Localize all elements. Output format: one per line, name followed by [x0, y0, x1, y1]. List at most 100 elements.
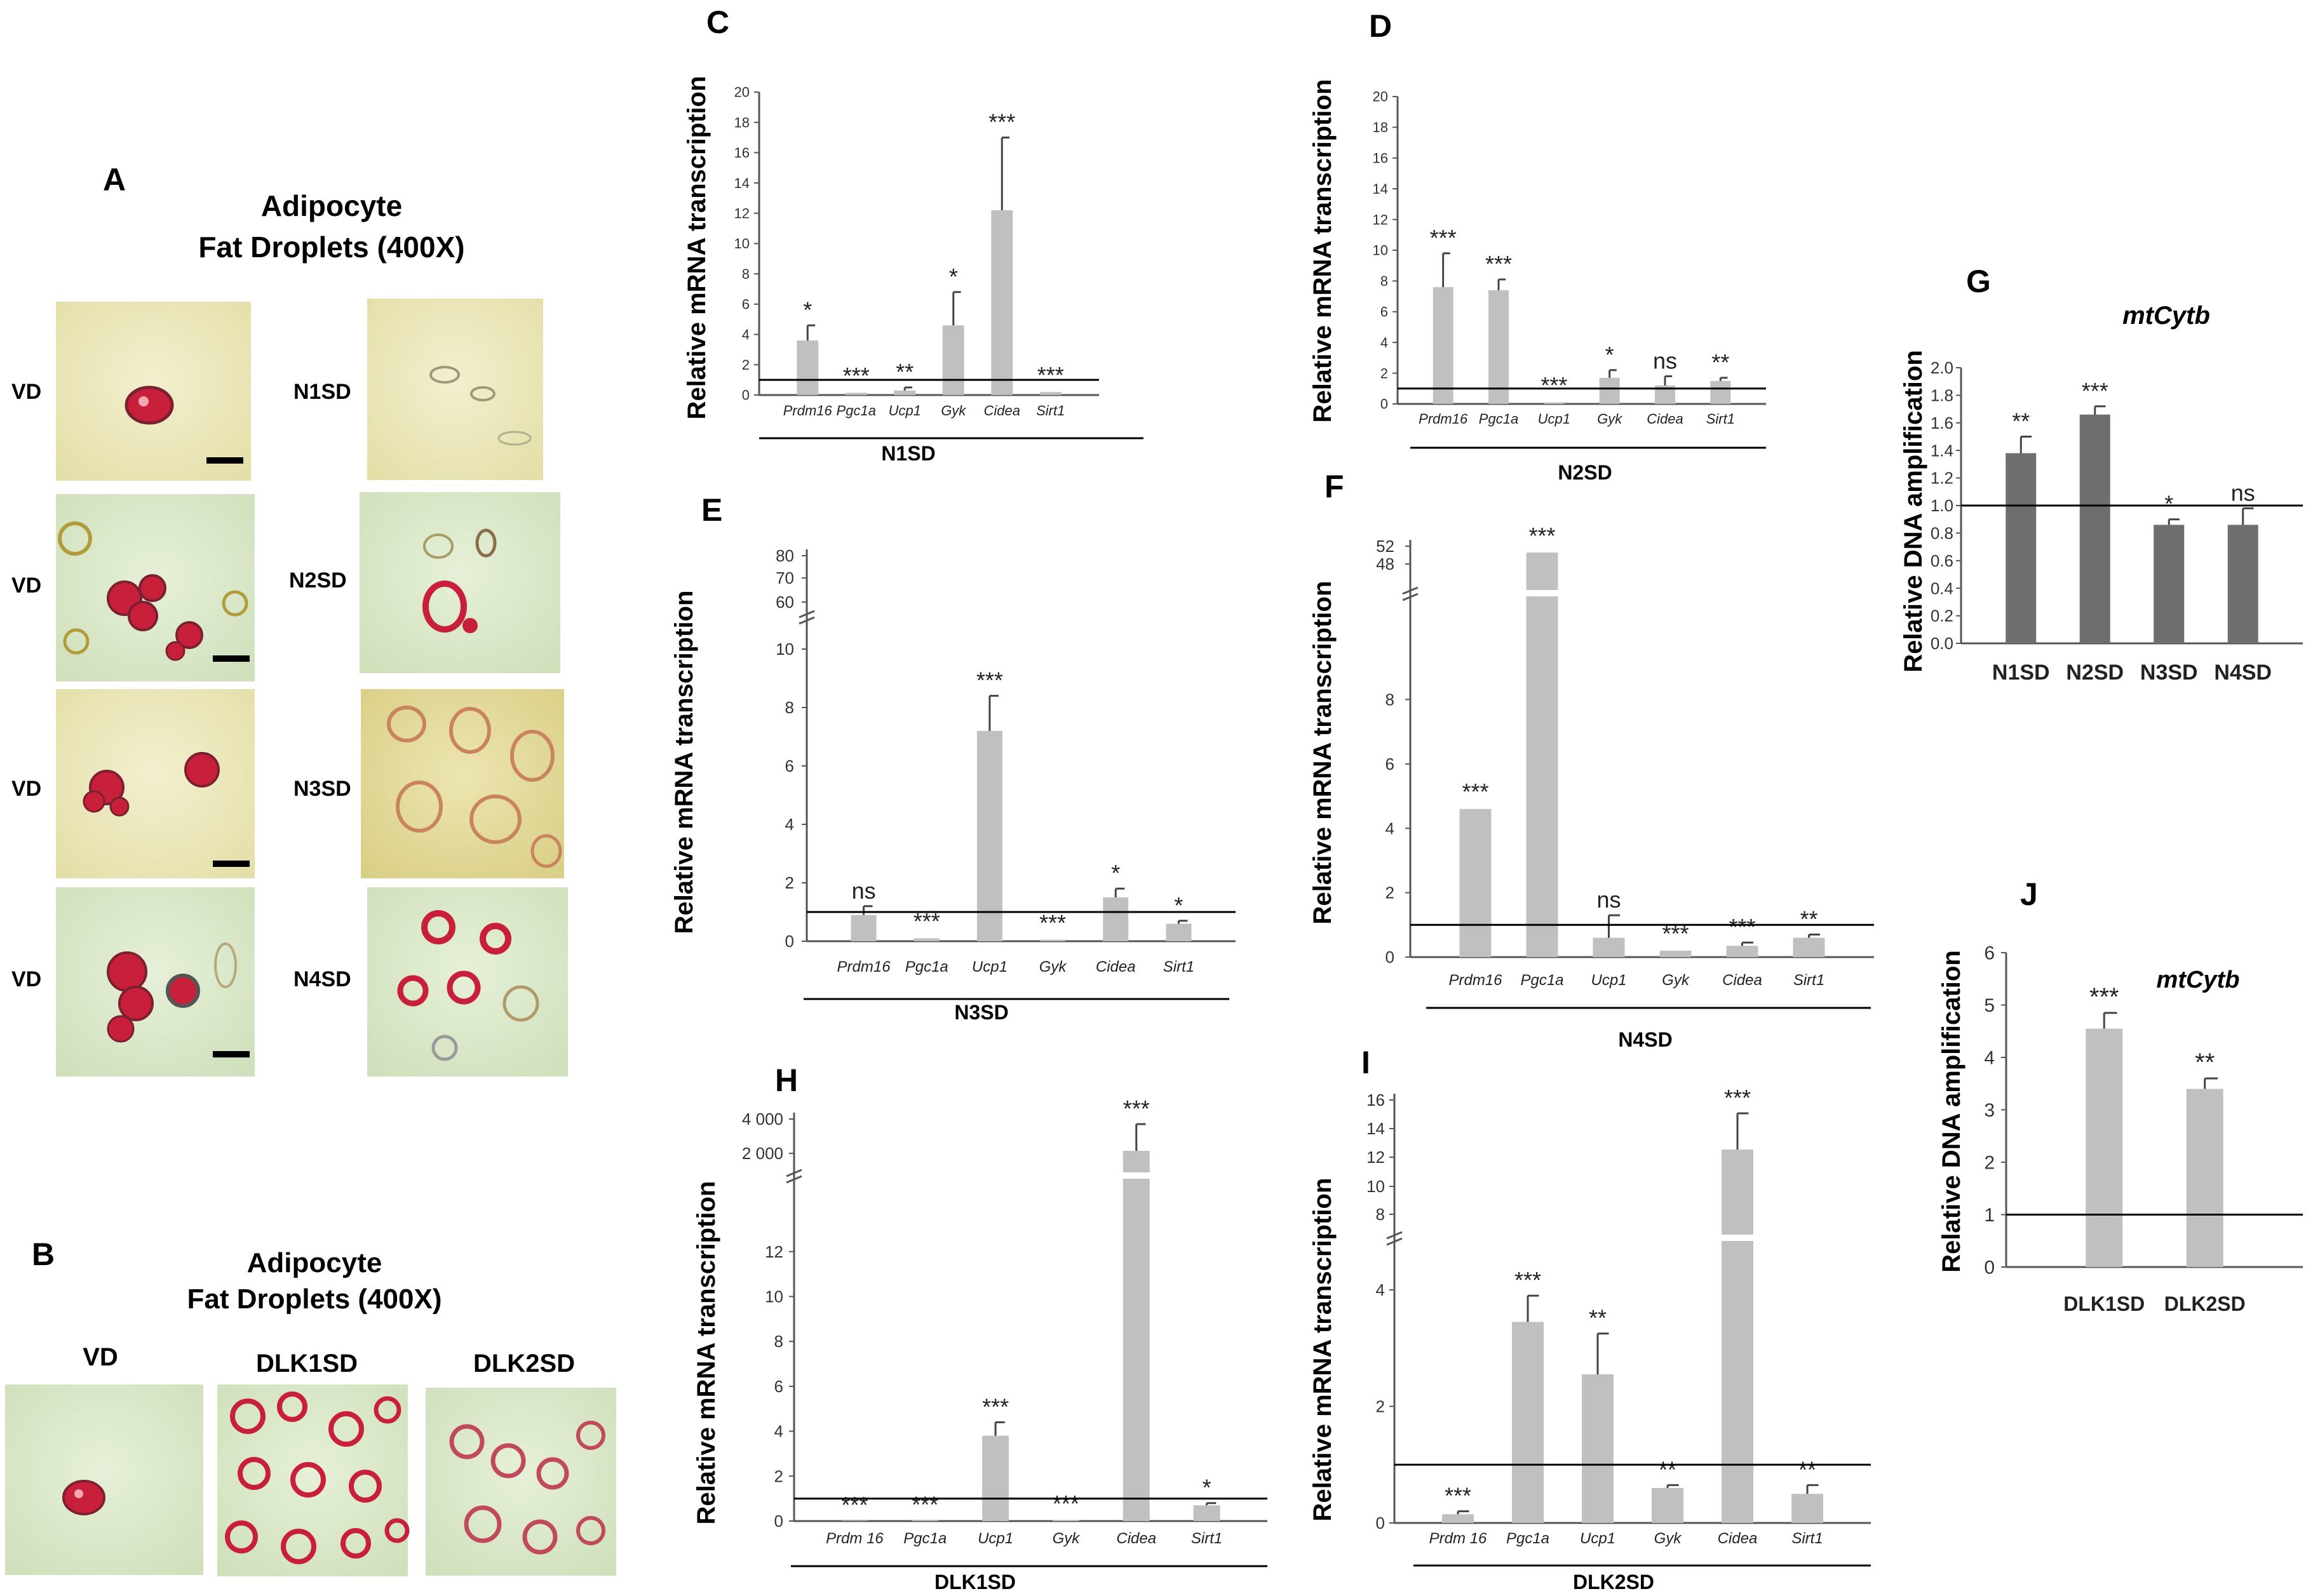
- panel-b-letter: B: [32, 1237, 55, 1272]
- sig-label-h-3: ***: [1053, 1491, 1079, 1517]
- y-tick-label-d: 20: [1373, 89, 1388, 105]
- bar-c-1: [845, 392, 867, 395]
- sig-label-f-5: **: [1800, 906, 1817, 932]
- panel-letter-d: D: [1369, 8, 1392, 44]
- category-label-g-0: N1SD: [1992, 661, 2050, 685]
- y-tick-label-i: 8: [1376, 1205, 1385, 1224]
- bar-g-0: [2006, 453, 2037, 643]
- bar-g-2: [2154, 525, 2185, 643]
- y-tick-label-h: 2: [774, 1466, 783, 1485]
- panel-b-label-dlk2sd: DLK2SD: [473, 1350, 575, 1378]
- y-tick-label-e: 70: [776, 568, 794, 587]
- category-label-f-3: Gyk: [1662, 972, 1690, 989]
- panel-a-letter: A: [103, 162, 126, 198]
- panel-letter-h: H: [775, 1063, 798, 1098]
- bar-j-1: [2186, 1089, 2223, 1267]
- y-tick-label-c: 16: [734, 145, 750, 161]
- category-label-j-0: DLK1SD: [2063, 1292, 2145, 1315]
- panel-b: B Adipocyte Fat Droplets (400X) VD DLK1S…: [5, 1237, 616, 1576]
- y-tick-label-g: 0.4: [1931, 579, 1953, 598]
- y-tick-label-d: 16: [1373, 151, 1388, 166]
- bar-f-4: [1726, 946, 1758, 957]
- y-axis-label-i: Relative mRNA transcription: [1309, 1178, 1337, 1522]
- y-tick-label-e: 8: [785, 698, 794, 717]
- bar-d-5: [1710, 380, 1731, 404]
- y-tick-label-c: 6: [742, 297, 750, 312]
- y-tick-label-i: 2: [1376, 1397, 1385, 1416]
- panel-a-title-line2: Fat Droplets (400X): [198, 231, 464, 264]
- category-label-h-2: Ucp1: [978, 1530, 1013, 1547]
- sig-label-e-2: ***: [976, 667, 1003, 694]
- category-label-f-2: Ucp1: [1591, 972, 1626, 989]
- bar-g-1: [2079, 414, 2110, 643]
- category-label-f-5: Sirt1: [1793, 972, 1824, 989]
- sig-label-c-0: *: [803, 297, 812, 323]
- category-label-i-1: Pgc1a: [1506, 1530, 1549, 1547]
- y-tick-label-c: 14: [734, 175, 750, 191]
- category-label-d-5: Sirt1: [1706, 411, 1735, 427]
- sig-label-e-0: ns: [852, 878, 876, 904]
- chart-j: J 0 1 2 3 4 5 6 *** DLK1SD ** DLK2SD Relative DNA am…: [1938, 876, 2303, 1315]
- y-tick-label-j: 1: [1984, 1205, 1995, 1226]
- micrograph-n2sd: [360, 492, 560, 673]
- bar-i-1: [1512, 1322, 1544, 1523]
- bar-e-4: [1103, 897, 1129, 941]
- y-tick-label-j: 4: [1984, 1048, 1995, 1069]
- sig-label-g-0: **: [2012, 408, 2030, 434]
- y-axis-label-c: Relative mRNA transcription: [683, 76, 711, 420]
- y-tick-label-g: 1.4: [1931, 441, 1953, 460]
- y-tick-label-f: 52: [1376, 537, 1394, 556]
- y-tick-label-d: 0: [1380, 396, 1388, 412]
- group-label-f: N4SD: [1618, 1028, 1672, 1051]
- category-label-h-1: Pgc1a: [903, 1530, 947, 1547]
- y-axis-label-j: Relative DNA amplification: [1938, 950, 1965, 1273]
- bar-h-1: [912, 1520, 939, 1521]
- panel-a-row1-right-label: N1SD: [293, 380, 351, 404]
- chart-title-j: mtCytb: [2157, 967, 2240, 993]
- micrograph-b-dlk1sd: [217, 1385, 410, 1576]
- category-label-c-1: Pgc1a: [837, 403, 876, 419]
- bar-d-2: [1544, 402, 1565, 404]
- y-tick-label-g: 1.0: [1931, 496, 1953, 515]
- y-tick-label-h: 10: [765, 1287, 783, 1306]
- y-tick-label-d: 4: [1380, 335, 1388, 351]
- bar-e-0: [851, 915, 877, 941]
- bar-i-4: [1722, 1150, 1753, 1523]
- y-tick-label-f: 4: [1386, 819, 1394, 838]
- panel-letter-c: C: [706, 4, 729, 40]
- micrograph-b-dlk2sd: [426, 1388, 616, 1576]
- y-tick-label-d: 6: [1380, 304, 1388, 320]
- sig-label-c-5: ***: [1037, 362, 1064, 388]
- sig-label-f-1: ***: [1528, 523, 1555, 549]
- y-tick-label-f: 0: [1386, 948, 1394, 967]
- bar-g-3: [2227, 525, 2258, 643]
- sig-label-g-1: ***: [2082, 378, 2108, 404]
- y-tick-label-i: 4: [1376, 1280, 1385, 1299]
- y-tick-label-c: 4: [742, 326, 750, 342]
- sig-label-f-0: ***: [1462, 779, 1488, 805]
- y-tick-label-g: 0.0: [1931, 634, 1953, 653]
- micrograph-b-vd: [5, 1385, 203, 1575]
- panel-a-row4-right-label: N4SD: [293, 967, 351, 991]
- panel-b-label-vd: VD: [83, 1343, 118, 1371]
- category-label-e-5: Sirt1: [1163, 958, 1194, 976]
- category-label-e-4: Cidea: [1096, 958, 1136, 976]
- bar-e-5: [1166, 923, 1192, 941]
- sig-label-e-3: ***: [1039, 909, 1066, 935]
- sig-label-c-3: *: [949, 264, 958, 290]
- y-tick-label-g: 1.2: [1931, 469, 1953, 488]
- y-tick-label-d: 2: [1380, 365, 1388, 381]
- y-axis-label-f: Relative mRNA transcription: [1309, 581, 1337, 925]
- y-tick-label-d: 12: [1373, 211, 1388, 227]
- panel-a-row4-left-label: VD: [11, 967, 41, 991]
- panel-b-title-line1: Adipocyte: [247, 1247, 382, 1278]
- category-label-j-1: DLK2SD: [2164, 1292, 2246, 1315]
- y-tick-label-g: 0.6: [1931, 551, 1953, 570]
- panel-letter-e: E: [701, 492, 722, 528]
- category-label-h-5: Sirt1: [1191, 1530, 1222, 1547]
- sig-label-c-4: ***: [988, 109, 1015, 135]
- sig-label-g-3: ns: [2231, 479, 2255, 506]
- category-label-c-2: Ucp1: [889, 403, 921, 419]
- category-label-d-0: Prdm16: [1419, 411, 1468, 427]
